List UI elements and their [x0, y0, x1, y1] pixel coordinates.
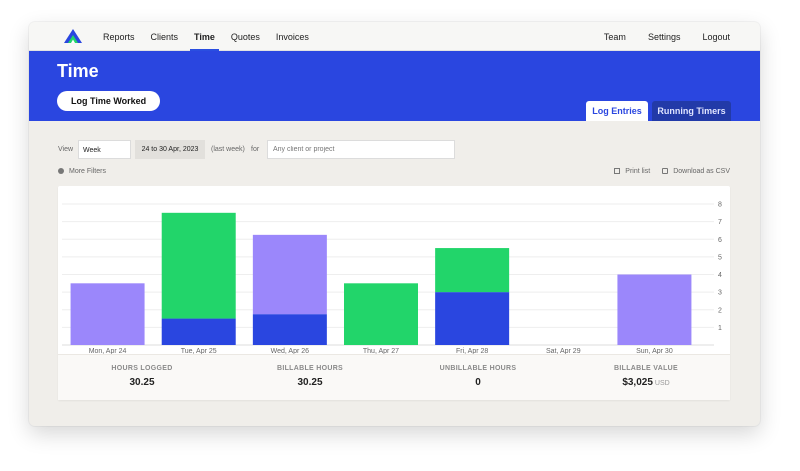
stat-hours-logged: HOURS LOGGED 30.25 — [58, 355, 226, 388]
x-tick-label: Fri, Apr 28 — [456, 348, 488, 354]
download-csv-label: Download as CSV — [673, 168, 730, 175]
x-tick-label: Tue, Apr 25 — [181, 348, 217, 354]
stat-label: BILLABLE VALUE — [614, 365, 678, 372]
stat-value: 30.25 — [226, 377, 394, 388]
nav-team[interactable]: Team — [603, 32, 626, 42]
document-icon — [662, 168, 669, 174]
nav-settings[interactable]: Settings — [647, 32, 681, 42]
bar-segment[interactable] — [617, 274, 692, 346]
bar-segment[interactable] — [252, 314, 327, 345]
stat-billable-hours: BILLABLE HOURS 30.25 — [226, 355, 394, 388]
nav-logout[interactable]: Logout — [702, 32, 730, 42]
page-header: Time Log Time Worked Log Entries Running… — [29, 51, 760, 121]
x-tick-label: Sun, Apr 30 — [636, 348, 673, 354]
y-tick-label: 4 — [718, 272, 722, 279]
bar-segment[interactable] — [344, 283, 418, 345]
stat-number: 0 — [475, 377, 481, 388]
stat-unbillable-hours: UNBILLABLE HOURS 0 — [394, 355, 562, 388]
account-nav: Team Settings Logout — [588, 22, 736, 51]
chart-card: 1 2 3 4 5 6 7 8 Mon, Apr 24 Tue, Apr 25 Wed, Apr 2… — [58, 186, 730, 400]
view-label: View — [58, 146, 74, 153]
for-label: for — [251, 146, 260, 153]
logo-icon[interactable] — [62, 27, 84, 45]
view-select[interactable]: Week — [78, 140, 131, 159]
stat-value: $3,025 USD — [562, 377, 730, 388]
tab-log-entries[interactable]: Log Entries — [586, 101, 648, 121]
bar-segment[interactable] — [70, 283, 145, 345]
x-tick-label: Thu, Apr 27 — [363, 348, 399, 354]
bar-segment[interactable] — [435, 292, 510, 345]
nav-invoices[interactable]: Invoices — [275, 32, 309, 42]
filter-gear-icon — [58, 168, 64, 174]
app-window: Reports Clients Time Quotes Invoices Tea… — [29, 22, 760, 426]
more-filters-label: More Filters — [69, 168, 106, 175]
date-range-button[interactable]: 24 to 30 Apr, 2023 — [135, 140, 205, 159]
bar-segment[interactable] — [161, 318, 236, 345]
download-csv-link[interactable]: Download as CSV — [662, 168, 730, 175]
filter-bar: View Week 24 to 30 Apr, 2023 (last week)… — [58, 140, 738, 159]
nav-reports[interactable]: Reports — [103, 32, 135, 42]
summary-stats: HOURS LOGGED 30.25 BILLABLE HOURS 30.25 … — [58, 354, 730, 400]
top-nav: Reports Clients Time Quotes Invoices Tea… — [29, 22, 760, 51]
x-tick-label: Mon, Apr 24 — [89, 348, 127, 354]
main-nav: Reports Clients Time Quotes Invoices — [95, 22, 317, 51]
bar-segment[interactable] — [161, 212, 236, 319]
nav-clients[interactable]: Clients — [150, 32, 179, 42]
y-tick-label: 3 — [718, 290, 722, 297]
stat-unit: USD — [654, 380, 670, 387]
client-project-input[interactable] — [267, 140, 455, 159]
stat-number: 30.25 — [129, 377, 155, 388]
stat-value: 0 — [394, 377, 562, 388]
stat-number: 30.25 — [297, 377, 323, 388]
list-actions: Print list Download as CSV — [614, 168, 730, 175]
nav-time[interactable]: Time — [186, 22, 223, 51]
y-tick-label: 8 — [718, 202, 722, 209]
x-tick-label: Wed, Apr 26 — [271, 348, 310, 354]
x-tick-label: Sat, Apr 29 — [546, 348, 581, 354]
more-filters-link[interactable]: More Filters — [58, 168, 106, 175]
stat-value: 30.25 — [58, 377, 226, 388]
stat-billable-value: BILLABLE VALUE $3,025 USD — [562, 355, 730, 388]
print-list-label: Print list — [625, 168, 651, 175]
y-tick-label: 5 — [718, 254, 722, 261]
y-tick-label: 2 — [718, 307, 722, 314]
log-time-worked-button[interactable]: Log Time Worked — [57, 91, 161, 111]
stat-label: UNBILLABLE HOURS — [439, 365, 517, 372]
period-note: (last week) — [211, 146, 245, 153]
stat-label: HOURS LOGGED — [111, 365, 173, 372]
tab-running-timers[interactable]: Running Timers — [652, 101, 731, 121]
bar-segment[interactable] — [435, 248, 510, 293]
print-list-link[interactable]: Print list — [614, 168, 650, 175]
hours-bar-chart: 1 2 3 4 5 6 7 8 Mon, Apr 24 Tue, Apr 25 Wed, Apr 2… — [62, 202, 722, 354]
stat-label: BILLABLE HOURS — [276, 365, 344, 372]
y-tick-label: 1 — [718, 325, 722, 332]
y-tick-label: 7 — [718, 219, 722, 226]
y-tick-label: 6 — [718, 237, 722, 244]
printer-icon — [614, 168, 621, 174]
bar-segment[interactable] — [252, 234, 327, 315]
stat-number: $3,025 — [622, 377, 653, 388]
nav-quotes[interactable]: Quotes — [230, 32, 260, 42]
page-title: Time — [57, 61, 99, 81]
